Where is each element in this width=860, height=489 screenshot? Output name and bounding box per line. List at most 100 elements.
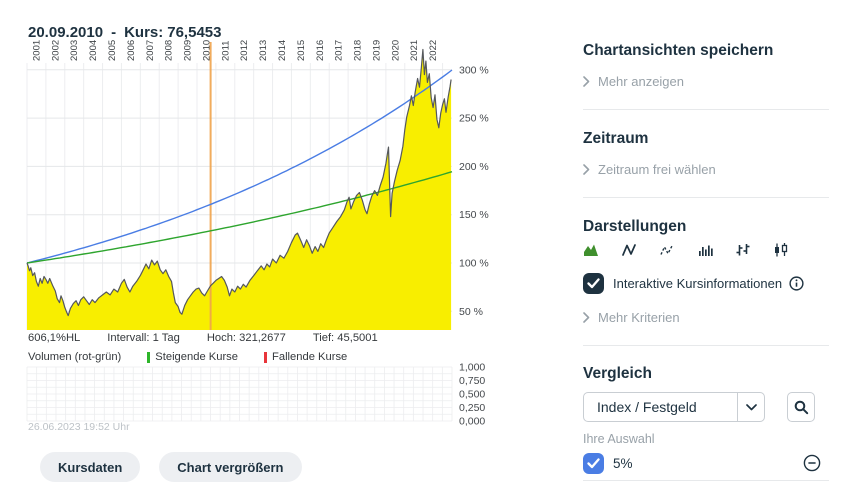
comparison-line-3% <box>26 171 453 264</box>
divider <box>583 345 829 346</box>
price-area-fill <box>27 49 452 330</box>
x-axis-year-label: 2007 <box>145 40 156 61</box>
candlestick-chart-icon <box>775 243 788 257</box>
volume-legend-title: Volumen (rot-grün) <box>28 351 122 363</box>
rising-legend-item: Steigende Kurse <box>147 351 238 363</box>
representations-title: Darstellungen <box>583 218 687 235</box>
more-criteria-link[interactable]: Mehr Kriterien <box>583 310 829 325</box>
x-axis-year-label: 2022 <box>428 40 439 61</box>
y-axis-tick-label: 50 % <box>459 306 483 318</box>
interactive-info-checkbox[interactable] <box>583 273 604 294</box>
x-axis-year-label: 2009 <box>183 40 194 61</box>
volume-tick-label: 1,000 <box>459 362 485 374</box>
ohlc-chart-type-button[interactable] <box>735 243 751 259</box>
x-axis-year-label: 2008 <box>164 40 175 61</box>
comparison-item-5pct: 5% <box>583 446 829 481</box>
comparison-5pct-label: 5% <box>613 455 633 471</box>
chevron-right-icon <box>583 312 590 323</box>
divider <box>583 109 829 110</box>
x-axis-year-label: 2006 <box>126 40 137 61</box>
interactive-info-label: Interaktive Kursinformationen <box>613 276 783 291</box>
y-axis-tick-label: 200 % <box>459 161 489 173</box>
chart-settings-panel: Chartansichten speichern Mehr anzeigen Z… <box>583 0 829 489</box>
volume-tick-label: 0,750 <box>459 375 485 387</box>
x-axis-year-label: 2016 <box>315 40 326 61</box>
divider <box>583 197 829 198</box>
comparison-item-3pct: 3% <box>583 481 829 489</box>
price-chart[interactable]: 50 % 100 % 150 % 200 % 250 % 300 % 2001 2002 200… <box>0 0 520 445</box>
chart-enlarge-button[interactable]: Chart vergrößern <box>159 452 302 482</box>
comparison-line-5% <box>26 69 453 264</box>
comparison-controls: Index / Festgeld <box>583 392 829 422</box>
y-axis-tick-label: 100 % <box>459 258 489 270</box>
comparison-title: Vergleich <box>583 365 652 382</box>
remove-5pct-button[interactable] <box>803 454 821 472</box>
dashed-line-chart-type-button[interactable] <box>659 243 675 259</box>
x-axis-year-label: 2002 <box>50 40 61 61</box>
x-axis-year-label: 2020 <box>390 40 401 61</box>
save-views-title: Chartansichten speichern <box>583 42 774 59</box>
comparison-5pct-checkbox[interactable] <box>583 452 604 474</box>
save-views-more-label: Mehr anzeigen <box>598 74 684 89</box>
save-views-more-link[interactable]: Mehr anzeigen <box>583 74 829 89</box>
falling-legend-label: Fallende Kurse <box>272 351 348 363</box>
ohlc-chart-icon <box>736 244 750 256</box>
dashed-line-chart-icon <box>660 245 673 255</box>
minus-circle-icon <box>803 454 821 472</box>
dropdown-separator <box>737 393 738 421</box>
checkmark-icon <box>587 278 600 289</box>
x-axis-year-label: 2011 <box>220 41 231 61</box>
chart-type-row <box>583 243 829 259</box>
y-axis-tick-label: 250 % <box>459 113 489 125</box>
rising-color-swatch <box>147 351 151 363</box>
x-axis-year-label: 2005 <box>107 40 118 61</box>
bar-chart-type-button[interactable] <box>697 243 713 259</box>
checkmark-icon <box>587 457 600 468</box>
line-chart-type-button[interactable] <box>621 243 637 259</box>
hl-range-value: 606,1%HL <box>28 332 81 344</box>
dropdown-caret <box>738 403 764 411</box>
x-axis-year-label: 2014 <box>277 40 288 61</box>
x-axis-year-label: 2015 <box>296 40 307 61</box>
x-axis-year-label: 2018 <box>353 40 364 61</box>
x-axis-year-label: 2017 <box>334 40 345 61</box>
x-axis-year-label: 2010 <box>201 40 212 61</box>
kursdaten-button[interactable]: Kursdaten <box>40 452 141 482</box>
area-chart-icon <box>584 244 598 256</box>
falling-legend-item: Fallende Kurse <box>264 351 347 363</box>
readout-date: 20.09.2010 <box>28 24 104 41</box>
bar-chart-icon <box>699 245 713 256</box>
price-line <box>26 48 452 317</box>
volume-grid <box>26 366 453 422</box>
period-free-select-label: Zeitraum frei wählen <box>598 162 716 177</box>
x-axis-year-label: 2003 <box>69 40 80 61</box>
search-icon <box>794 400 808 414</box>
readout-price-value: 76,5453 <box>167 24 222 41</box>
chart-actions: Kursdaten Chart vergrößern <box>40 452 302 482</box>
interactive-info-label-wrap: Interaktive Kursinformationen <box>613 276 804 291</box>
chart-info-bar: 606,1%HL Intervall: 1 Tag Hoch: 321,2677… <box>28 332 378 344</box>
high-value: Hoch: 321,2677 <box>206 332 286 344</box>
readout-price-label: Kurs: <box>124 24 164 41</box>
rising-legend-label: Steigende Kurse <box>155 351 239 363</box>
comparison-dropdown[interactable]: Index / Festgeld <box>583 392 765 422</box>
low-value: Tief: 45,5001 <box>312 332 378 344</box>
x-axis-year-label: 2012 <box>239 40 250 61</box>
area-chart-type-button[interactable] <box>583 243 599 259</box>
candlestick-chart-type-button[interactable] <box>773 243 789 259</box>
readout-separator: - <box>111 24 117 41</box>
chevron-right-icon <box>583 76 590 87</box>
falling-color-swatch <box>264 351 268 363</box>
chevron-right-icon <box>583 164 590 175</box>
interactive-info-row: Interaktive Kursinformationen <box>583 273 829 294</box>
x-axis-year-label: 2019 <box>371 40 382 61</box>
x-axis-year-label: 2021 <box>409 40 420 61</box>
x-axis-year-label: 2004 <box>88 40 99 61</box>
selection-label: Ihre Auswahl <box>583 432 655 446</box>
volume-tick-label: 0,250 <box>459 402 485 414</box>
info-icon[interactable] <box>789 276 804 291</box>
crosshair-readout: 20.09.2010 - Kurs: 76,5453 <box>28 24 221 41</box>
comparison-search-button[interactable] <box>787 392 815 422</box>
period-free-select-link[interactable]: Zeitraum frei wählen <box>583 162 829 177</box>
